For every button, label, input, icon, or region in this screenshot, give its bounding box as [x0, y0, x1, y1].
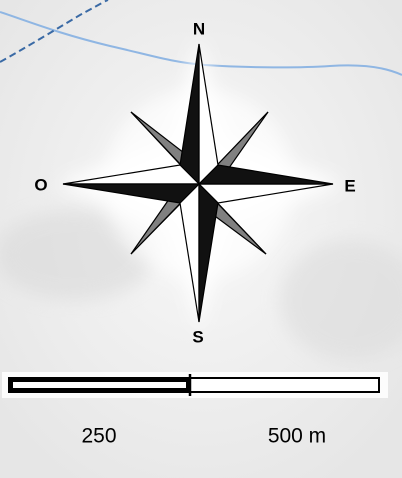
compass-label-east: E — [344, 178, 355, 195]
compass-label-south: S — [192, 329, 203, 346]
scale-bar-segment-light — [13, 382, 186, 388]
scale-label-end: 500 m — [268, 426, 326, 447]
scale-label-mid: 250 — [81, 426, 116, 447]
compass-label-north: N — [193, 21, 205, 38]
scale-bar — [2, 372, 388, 398]
compass-label-west: O — [34, 177, 47, 194]
